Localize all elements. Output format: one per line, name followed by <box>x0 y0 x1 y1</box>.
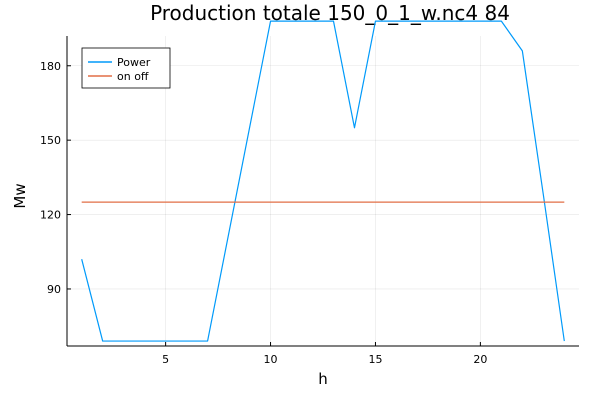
y-tick-label: 120 <box>40 209 61 222</box>
x-tick-label: 5 <box>162 353 169 366</box>
series-line-power <box>81 20 565 342</box>
y-tick-label: 90 <box>47 283 61 296</box>
y-tick-label: 180 <box>40 60 61 73</box>
x-axis-label: h <box>318 370 328 388</box>
legend-label-power: Power <box>117 56 151 69</box>
axes <box>66 36 579 347</box>
series <box>81 20 565 342</box>
y-tick-label: 150 <box>40 134 61 147</box>
x-tick-label: 10 <box>264 353 278 366</box>
y-axis-label: Mw <box>11 183 29 208</box>
x-tick-label: 20 <box>473 353 487 366</box>
tick-labels: 5 10 15 20 90 120 150 180 <box>40 60 487 366</box>
legend-label-on-off: on off <box>117 70 149 83</box>
x-tick-label: 15 <box>368 353 382 366</box>
legend-box <box>81 47 171 89</box>
